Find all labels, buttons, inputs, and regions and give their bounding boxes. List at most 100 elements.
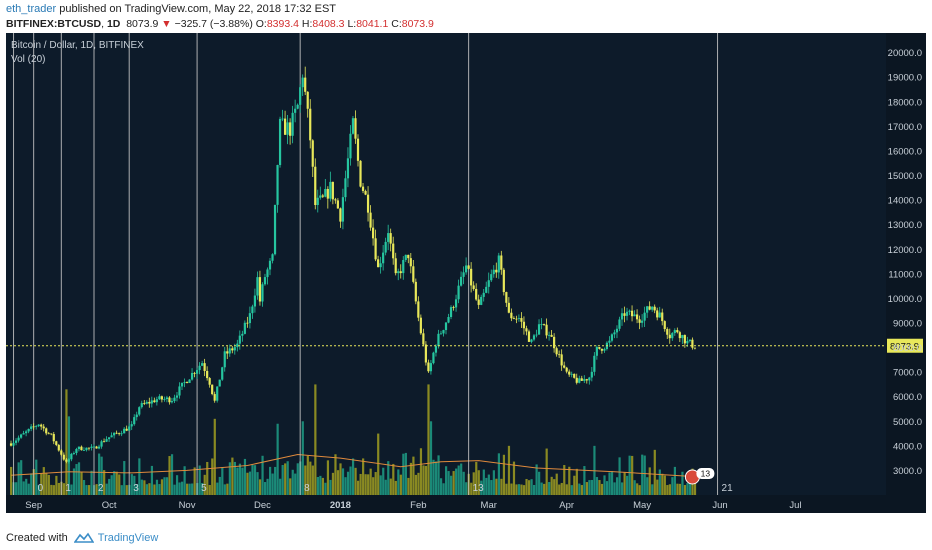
candle-body — [470, 268, 473, 286]
volume-bar — [75, 464, 78, 495]
candle-body — [613, 332, 616, 335]
volume-bar — [369, 468, 372, 495]
volume-bar — [535, 464, 538, 495]
candle-body — [427, 362, 430, 372]
candle-body — [676, 330, 679, 333]
volume-bar — [548, 482, 551, 495]
candle-body — [399, 271, 402, 274]
volume-bar — [407, 477, 410, 495]
candle-body — [402, 260, 405, 274]
volume-bar — [452, 471, 455, 495]
volume-bar — [70, 484, 73, 495]
candle-body — [610, 334, 614, 341]
volume-bar — [555, 473, 558, 495]
volume-bar — [339, 463, 342, 495]
candle-body — [490, 274, 493, 281]
candle-body — [97, 446, 101, 449]
candle-body — [35, 426, 38, 427]
candle-body — [530, 339, 533, 342]
candle-body — [211, 384, 214, 395]
high-label: H: — [301, 18, 313, 30]
time-tick-label: Dec — [254, 500, 271, 511]
candle-body — [565, 367, 568, 372]
volume-bar — [17, 462, 20, 495]
candle-body — [107, 437, 111, 440]
volume-bar — [507, 445, 511, 495]
candle-body — [646, 306, 649, 313]
volume-bar — [100, 456, 103, 495]
candle-body — [314, 166, 317, 206]
candle-body — [354, 118, 357, 139]
price-chart[interactable]: 0 1 2 3 5 8 13 21 8073.9 3000.0 4000.0 5000.0 6000.0… — [6, 33, 926, 513]
volume-bar — [389, 478, 392, 495]
volume-bar — [364, 474, 367, 495]
fib-time-label: 1 — [65, 483, 71, 494]
volume-bar — [42, 467, 45, 495]
candle-body — [409, 258, 412, 267]
volume-bar — [618, 457, 621, 495]
volume-bar — [608, 472, 611, 495]
volume-bar — [432, 459, 435, 495]
candle-body — [241, 333, 244, 336]
volume-bar — [314, 384, 317, 495]
volume-bar — [465, 482, 468, 495]
candle-body — [555, 348, 558, 355]
candle-body — [178, 386, 181, 396]
price-tick-label: 6000.0 — [893, 392, 922, 403]
time-axis: Sep Oct Nov Dec 2018 Feb Mar Apr May Jun Jul — [25, 500, 801, 511]
candle-body — [258, 277, 262, 302]
candle-body — [80, 446, 83, 451]
candle-body — [633, 314, 636, 317]
volume-bar — [326, 460, 330, 495]
badge-label: 13 — [701, 469, 711, 479]
author-link[interactable]: eth_trader — [6, 3, 57, 15]
volume-bar — [98, 453, 101, 495]
volume-bar — [402, 453, 405, 495]
volume-bar — [213, 418, 216, 495]
volume-bar — [175, 475, 179, 495]
volume-bar — [291, 469, 294, 495]
candle-body — [201, 363, 204, 366]
candle-body — [326, 188, 329, 199]
candle-body — [52, 434, 55, 442]
volume-bar — [495, 478, 498, 495]
volume-bar — [384, 479, 387, 495]
volume-bar — [57, 482, 60, 495]
volume-bar — [648, 467, 651, 495]
time-tick-label: Oct — [102, 500, 117, 511]
candle-body — [9, 443, 13, 446]
volume-bar — [621, 482, 624, 495]
candle-body — [226, 351, 229, 354]
candle-body — [12, 442, 15, 446]
volume-bar — [306, 455, 309, 495]
volume-bar — [527, 480, 531, 495]
volume-bar — [492, 470, 495, 495]
candle-body — [248, 313, 251, 324]
candle-body — [467, 265, 470, 269]
volume-bar — [497, 453, 500, 495]
candle-body — [306, 91, 309, 109]
volume-bar — [570, 485, 573, 495]
tradingview-brand[interactable]: TradingView — [97, 532, 159, 544]
volume-bar — [163, 477, 166, 495]
volume-bar — [397, 469, 400, 495]
candle-body — [55, 441, 58, 445]
volume-bar — [470, 482, 473, 495]
volume-bar — [231, 457, 234, 495]
volume-bar — [65, 389, 68, 495]
volume-bar — [583, 466, 586, 495]
symbol-label[interactable]: BITFINEX:BTCUSD — [6, 18, 102, 30]
candle-body — [465, 265, 468, 273]
volume-bar — [439, 478, 443, 495]
candle-body — [485, 286, 488, 293]
volume-bar — [656, 479, 659, 495]
volume-bar — [256, 472, 259, 495]
candle-body — [309, 108, 312, 141]
candle-body — [115, 432, 118, 434]
volume-bar — [676, 483, 679, 495]
candle-body — [666, 329, 669, 335]
volume-bar — [603, 475, 606, 495]
volume-bar — [600, 483, 604, 495]
fib-time-markers: 0 1 2 3 5 8 13 21 — [13, 33, 733, 495]
chart-area[interactable]: 0 1 2 3 5 8 13 21 8073.9 3000.0 4000.0 5000.0 6000.0… — [6, 33, 926, 513]
